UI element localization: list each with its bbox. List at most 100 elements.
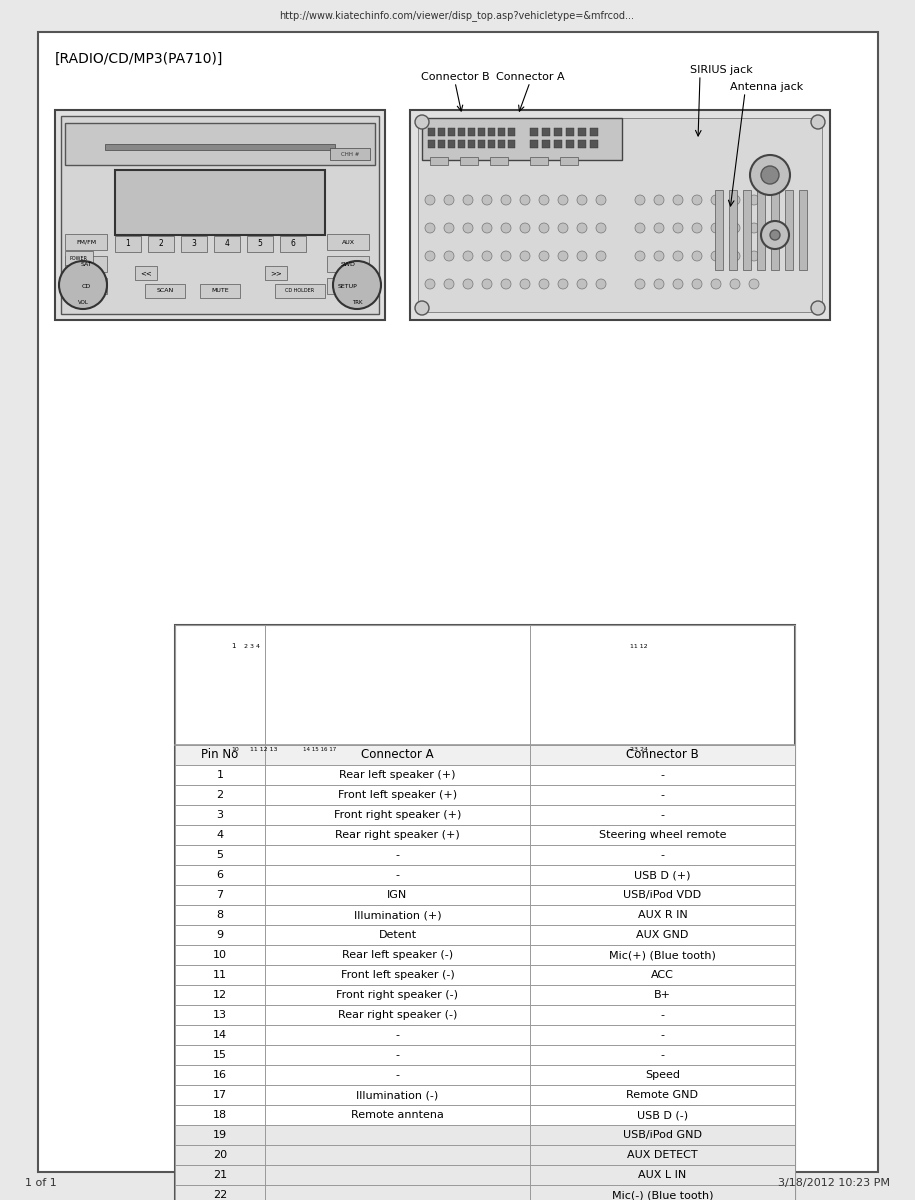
Bar [541, 727, 550, 739]
Bar [458, 140, 465, 148]
Bar [757, 190, 765, 270]
Text: 12: 12 [213, 990, 227, 1000]
Bar [601, 727, 610, 739]
Bar [247, 236, 273, 252]
Text: SETUP: SETUP [339, 283, 358, 288]
Bar [231, 674, 240, 686]
Text: CD: CD [81, 283, 91, 288]
Text: 10: 10 [231, 746, 239, 752]
Bar [478, 140, 485, 148]
Circle shape [673, 223, 683, 233]
Circle shape [692, 251, 702, 260]
Circle shape [482, 278, 492, 289]
Bar [135, 266, 157, 280]
Bar [330, 148, 370, 160]
Bar [554, 128, 562, 136]
Circle shape [711, 194, 721, 205]
Bar [175, 1145, 795, 1165]
Circle shape [539, 223, 549, 233]
Bar [283, 674, 292, 686]
Bar [175, 845, 795, 865]
Text: 23 24: 23 24 [630, 746, 648, 752]
Circle shape [692, 223, 702, 233]
Text: Front right speaker (+): Front right speaker (+) [334, 810, 461, 820]
Text: USB/iPod GND: USB/iPod GND [623, 1130, 702, 1140]
Bar [488, 128, 495, 136]
Bar [105, 144, 335, 150]
Text: 2: 2 [217, 790, 223, 800]
Bar [625, 727, 634, 739]
Bar [175, 946, 795, 965]
Circle shape [577, 194, 587, 205]
Text: -: - [661, 790, 664, 800]
Bar [625, 674, 634, 686]
Bar [600, 650, 614, 665]
Text: SWD: SWD [340, 262, 355, 266]
Bar [530, 128, 538, 136]
Circle shape [444, 251, 454, 260]
Bar [175, 1066, 795, 1085]
Text: [RADIO/CD/MP3(PA710)]: [RADIO/CD/MP3(PA710)] [55, 52, 223, 66]
Bar [490, 157, 508, 164]
Bar [589, 727, 598, 739]
Text: CHH #: CHH # [340, 151, 360, 156]
Text: 5: 5 [257, 240, 263, 248]
Bar [478, 128, 485, 136]
Text: -: - [395, 1030, 400, 1040]
Circle shape [596, 223, 606, 233]
Circle shape [415, 115, 429, 128]
Bar [555, 653, 567, 662]
Bar [309, 727, 318, 739]
Bar [175, 1126, 795, 1145]
Bar [327, 278, 369, 294]
Text: Connector A: Connector A [496, 72, 565, 82]
Bar [175, 826, 795, 845]
Circle shape [425, 251, 435, 260]
Circle shape [415, 301, 429, 314]
Bar [280, 236, 306, 252]
Text: Rear left speaker (-): Rear left speaker (-) [342, 950, 453, 960]
Circle shape [711, 251, 721, 260]
Text: SAT: SAT [81, 262, 92, 266]
Bar [175, 766, 795, 785]
Text: AUX: AUX [341, 240, 354, 245]
Bar [231, 727, 240, 739]
Text: 21: 21 [213, 1170, 227, 1180]
Circle shape [444, 278, 454, 289]
Bar [200, 284, 240, 298]
Bar [715, 190, 723, 270]
Circle shape [539, 251, 549, 260]
Bar [565, 727, 574, 739]
Circle shape [654, 278, 664, 289]
Bar [65, 234, 107, 250]
Text: 1: 1 [231, 643, 235, 649]
Circle shape [501, 223, 511, 233]
Text: 7: 7 [217, 890, 223, 900]
Bar [529, 674, 538, 686]
Bar [148, 236, 174, 252]
Text: 1: 1 [125, 240, 130, 248]
Text: SIRIUS jack: SIRIUS jack [690, 65, 753, 74]
Bar [410, 110, 830, 320]
Bar [578, 140, 586, 148]
Bar [418, 118, 822, 312]
Bar [428, 140, 435, 148]
Bar [275, 284, 325, 298]
Circle shape [577, 223, 587, 233]
Circle shape [635, 251, 645, 260]
Text: Speed: Speed [645, 1070, 680, 1080]
Text: 6: 6 [291, 240, 296, 248]
Text: Antenna jack: Antenna jack [730, 82, 803, 92]
Text: CD HOLDER: CD HOLDER [285, 288, 315, 294]
Bar [175, 785, 795, 805]
Text: Front left speaker (-): Front left speaker (-) [340, 970, 455, 980]
Circle shape [730, 194, 740, 205]
Bar [508, 140, 515, 148]
Bar [799, 190, 807, 270]
Text: -: - [661, 1050, 664, 1060]
Text: 2 3 4: 2 3 4 [244, 644, 260, 649]
Bar [542, 128, 550, 136]
Circle shape [444, 223, 454, 233]
Text: 11: 11 [213, 970, 227, 980]
Bar [265, 266, 287, 280]
